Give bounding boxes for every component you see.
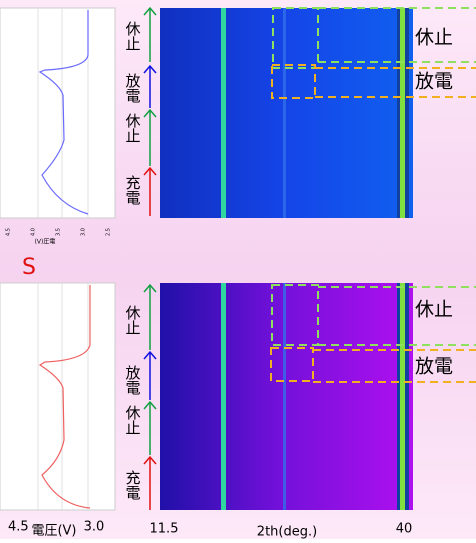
state-label: 放電 — [124, 73, 142, 103]
state-label: 休止 — [124, 21, 142, 51]
voltage-tick: 3.5 — [56, 228, 62, 236]
peak-line — [400, 8, 405, 218]
box-label: 休止 — [415, 27, 453, 49]
heatmap — [160, 283, 413, 510]
voltage-plot — [0, 8, 115, 218]
state-label: 休止 — [124, 113, 142, 143]
voltage-label: (V)圧電 — [35, 239, 56, 246]
panel-label: S — [22, 255, 36, 280]
peak-line — [221, 8, 226, 218]
peak-line — [221, 283, 226, 510]
box-label: 放電 — [415, 356, 453, 378]
peak-line — [283, 8, 286, 218]
box-label: 放電 — [415, 71, 453, 93]
axis-tick: 40 — [396, 522, 413, 537]
axis-tick: 11.5 — [150, 522, 179, 537]
voltage-plot — [0, 283, 115, 510]
voltage-tick: 2.5 — [106, 228, 112, 236]
figure: L休止放電休止充電休止放電4.54.03.53.02.5(V)圧電S休止放電休止… — [0, 0, 476, 539]
box-label: 休止 — [415, 299, 453, 321]
voltage-tick: 3.0 — [81, 228, 87, 236]
voltage-tick: 4.0 — [31, 228, 37, 236]
voltage-tick: 4.5 — [6, 228, 12, 236]
state-label: 休止 — [124, 405, 142, 435]
state-label: 休止 — [124, 305, 142, 335]
axis-label: 2th(deg.) — [257, 525, 317, 540]
axis-tick: 3.0 — [84, 520, 105, 535]
heatmap — [160, 8, 413, 218]
peak-line — [283, 283, 286, 510]
peak-line — [400, 283, 405, 510]
state-label: 放電 — [124, 365, 142, 395]
state-label: 充電 — [124, 470, 142, 500]
axis-label: 電圧(V) — [31, 524, 76, 539]
axis-tick: 4.5 — [8, 520, 29, 535]
state-label: 充電 — [124, 175, 142, 205]
